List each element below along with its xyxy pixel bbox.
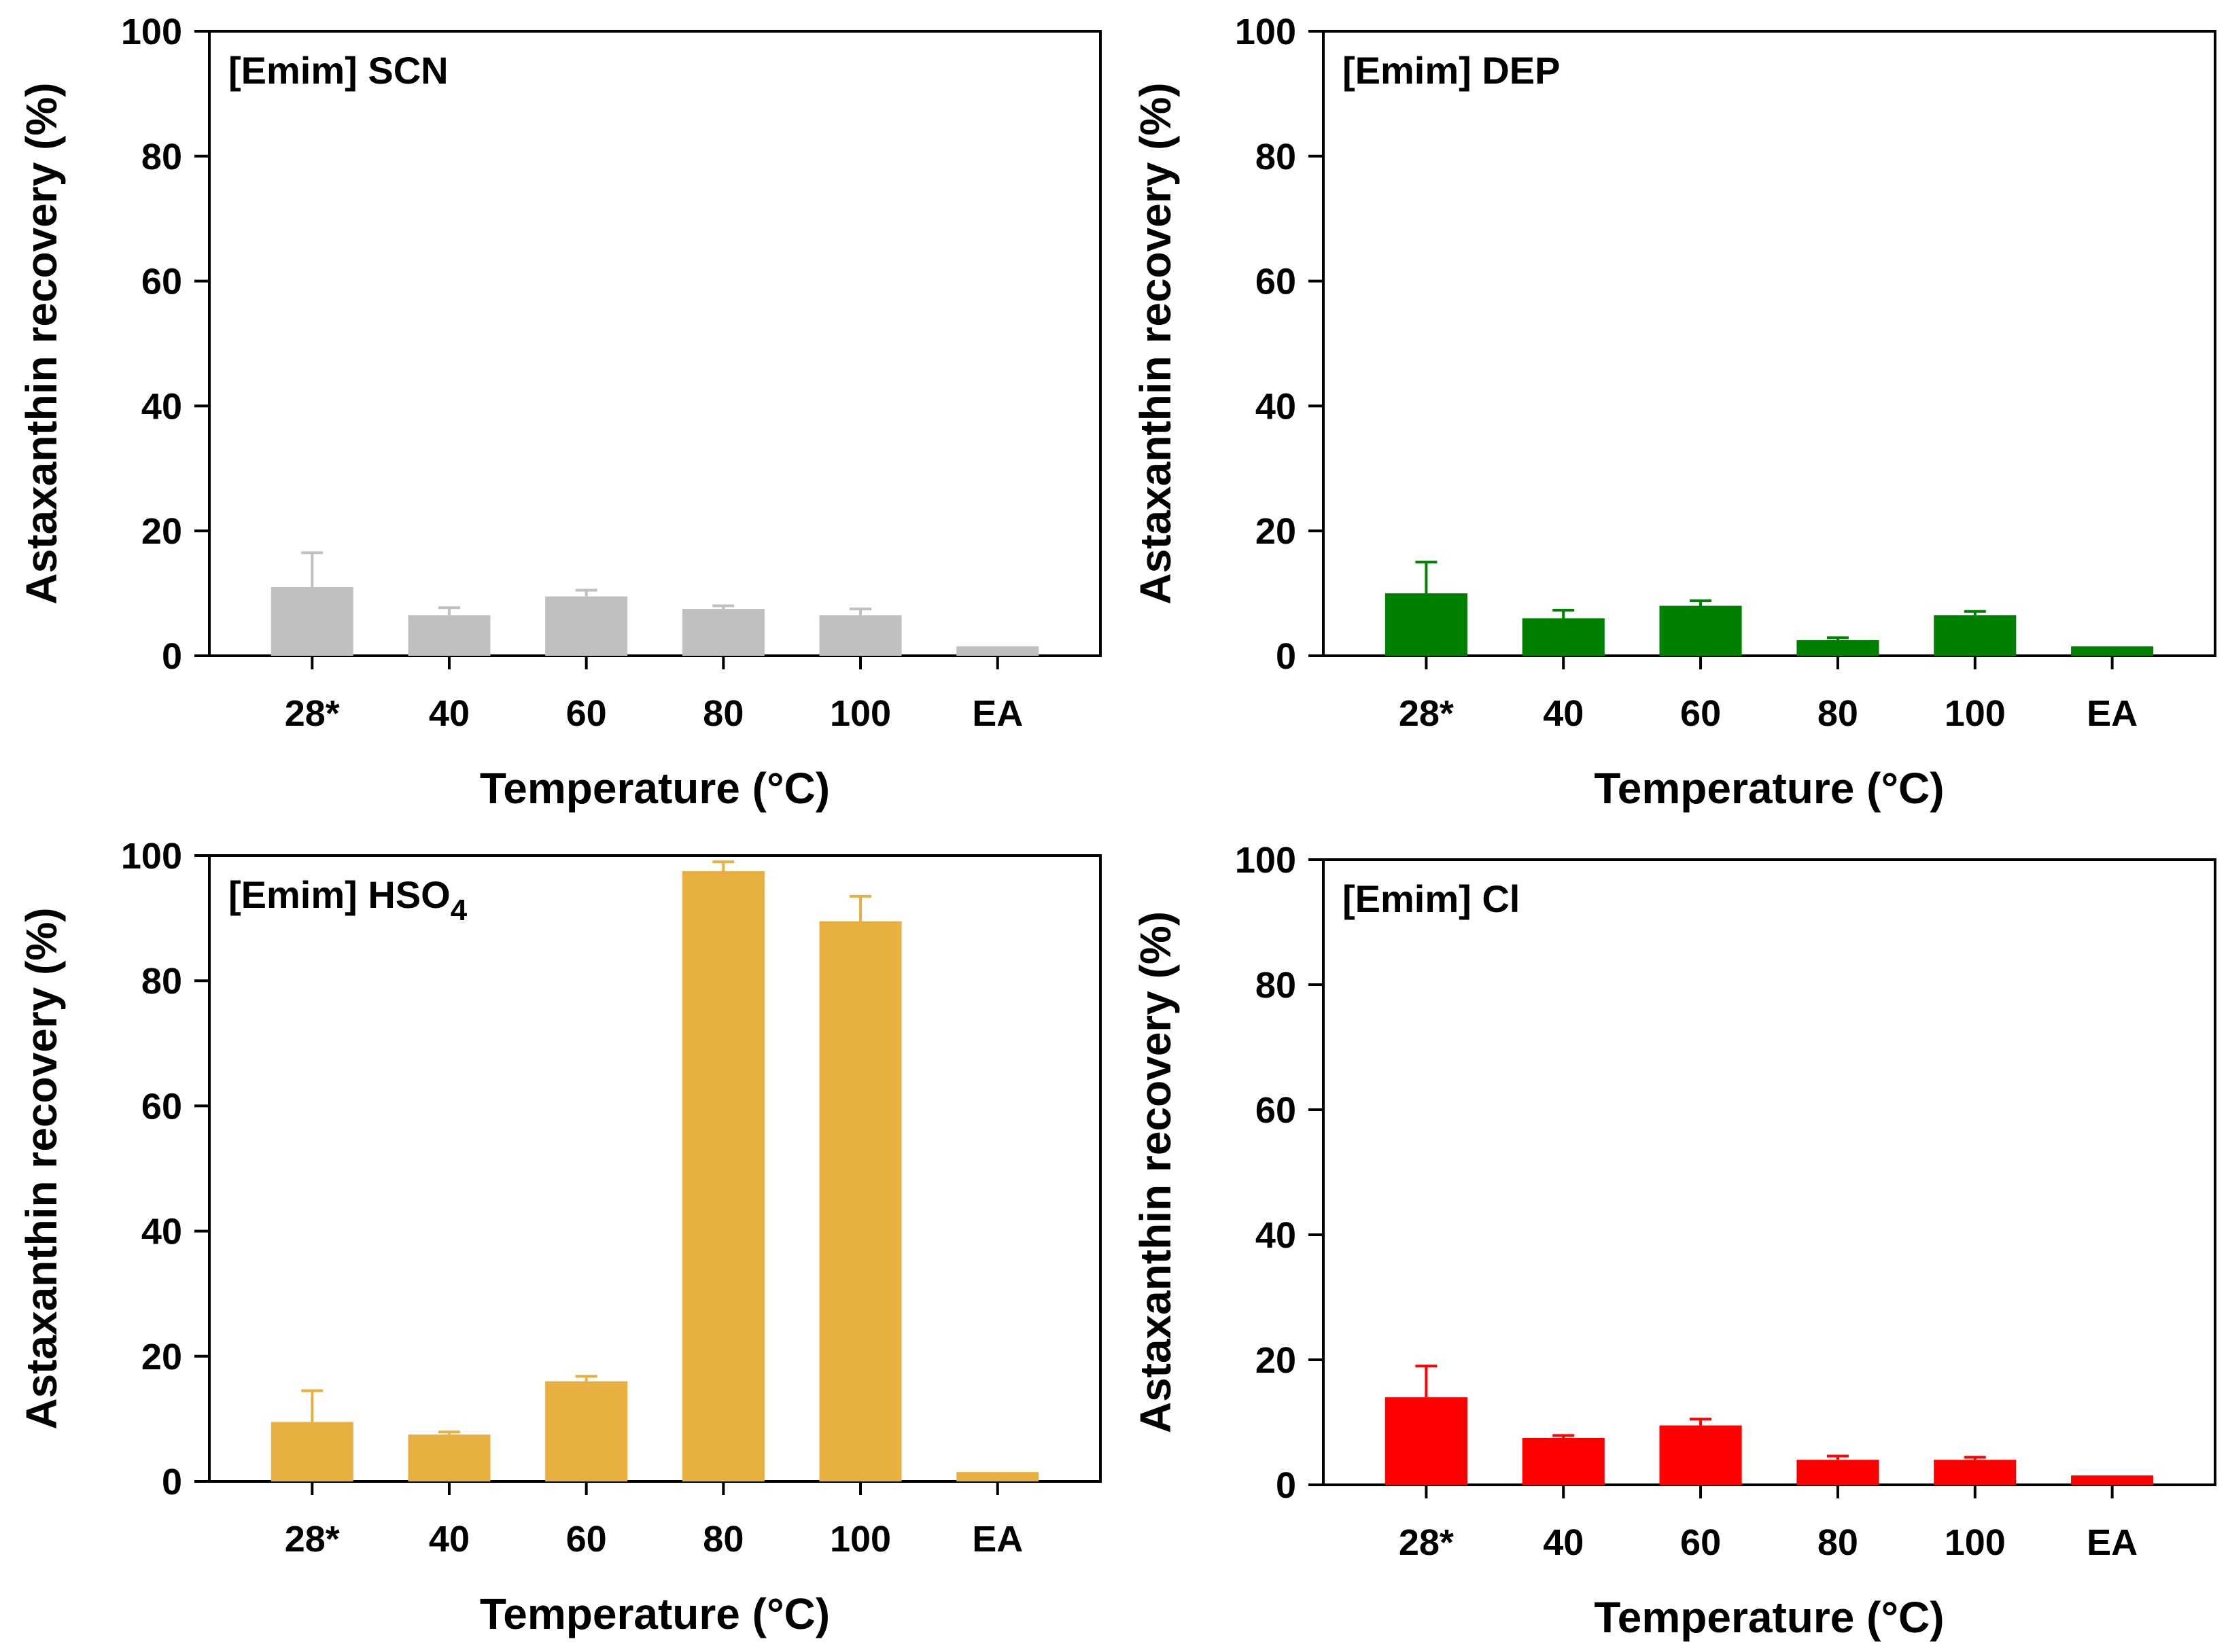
x-tick-label: EA xyxy=(972,1519,1023,1560)
bar-80 xyxy=(682,871,765,1481)
bar-100 xyxy=(819,921,902,1481)
panel-title: [Emim] Cl xyxy=(1342,877,1520,920)
y-tick-label: 100 xyxy=(1235,840,1296,881)
y-axis-title: Astaxanthin recovery (%) xyxy=(17,82,66,604)
y-tick-label: 60 xyxy=(141,262,182,302)
y-tick-label: 20 xyxy=(1255,1340,1296,1381)
x-tick-label: 60 xyxy=(566,1519,607,1560)
y-tick-label: 0 xyxy=(1276,1465,1296,1506)
y-tick-label: 0 xyxy=(162,636,182,677)
bar-28* xyxy=(1385,593,1467,656)
bar-100 xyxy=(1934,615,2017,656)
plot-frame xyxy=(1322,858,2216,1486)
bar-40 xyxy=(1522,618,1605,656)
y-tick-label: 80 xyxy=(1255,965,1296,1006)
y-tick-label: 100 xyxy=(121,12,182,52)
bar-EA xyxy=(2071,646,2154,656)
x-tick-label: 40 xyxy=(1543,1522,1584,1563)
bar-80 xyxy=(1796,640,1879,656)
x-axis-title: Temperature (°C) xyxy=(1594,1593,1944,1642)
bar-40 xyxy=(408,1434,491,1481)
bar-80 xyxy=(682,609,765,656)
x-tick-label: 60 xyxy=(566,693,607,734)
y-tick-label: 100 xyxy=(121,836,182,877)
x-axis-title: Temperature (°C) xyxy=(480,764,830,813)
panel-title-main: [Emim] HSO xyxy=(228,873,451,916)
x-tick-label: 28* xyxy=(285,1519,340,1560)
y-axis-title: Astaxanthin recovery (%) xyxy=(1131,911,1180,1433)
y-tick-label: 80 xyxy=(141,961,182,1002)
bar-40 xyxy=(408,615,491,656)
y-tick-label: 60 xyxy=(141,1086,182,1127)
plot-frame xyxy=(208,30,1102,657)
y-tick-label: 40 xyxy=(141,1212,182,1252)
bar-EA xyxy=(956,1472,1039,1481)
chart-panel-3: 0 20 40 60 80 100 28* 40 60 80 100 EA Temperature (°… xyxy=(17,836,1102,1638)
x-tick-label: 40 xyxy=(429,693,470,734)
panel-title: [Emim] HSO4 xyxy=(228,873,468,927)
x-tick-label: 100 xyxy=(830,1519,891,1560)
x-tick-label: 40 xyxy=(429,1519,470,1560)
bar-40 xyxy=(1522,1438,1605,1485)
x-tick-label: EA xyxy=(972,693,1023,734)
panel-title-main: [Emim] DEP xyxy=(1342,49,1561,92)
x-tick-label: 100 xyxy=(1945,693,2006,734)
y-axis-title: Astaxanthin recovery (%) xyxy=(1131,82,1180,604)
bar-60 xyxy=(1659,605,1742,656)
panel-title: [Emim] DEP xyxy=(1342,49,1561,92)
bar-80 xyxy=(1796,1460,1879,1485)
plot-frame xyxy=(208,854,1102,1483)
x-tick-label: EA xyxy=(2087,1522,2138,1563)
plot-frame xyxy=(1322,30,2216,657)
x-tick-label: 80 xyxy=(703,693,744,734)
x-tick-label: 60 xyxy=(1680,693,1721,734)
chart-panel-1: 0 20 40 60 80 100 28* 40 60 80 100 EA Temperature (°… xyxy=(17,12,1102,813)
y-tick-label: 80 xyxy=(141,137,182,177)
y-tick-label: 40 xyxy=(1255,1215,1296,1256)
y-tick-label: 40 xyxy=(141,386,182,427)
y-tick-label: 60 xyxy=(1255,1090,1296,1131)
x-tick-label: 28* xyxy=(1399,1522,1454,1563)
y-tick-label: 60 xyxy=(1255,262,1296,302)
y-tick-label: 20 xyxy=(1255,511,1296,552)
y-tick-label: 0 xyxy=(1276,636,1296,677)
x-axis-title: Temperature (°C) xyxy=(480,1589,830,1638)
x-tick-label: EA xyxy=(2087,693,2138,734)
x-tick-label: 28* xyxy=(285,693,340,734)
x-axis-title: Temperature (°C) xyxy=(1594,764,1944,813)
x-tick-label: 80 xyxy=(703,1519,744,1560)
bar-60 xyxy=(545,596,628,656)
x-tick-label: 60 xyxy=(1680,1522,1721,1563)
x-tick-label: 100 xyxy=(1945,1522,2006,1563)
y-tick-label: 0 xyxy=(162,1462,182,1502)
bar-EA xyxy=(2071,1475,2154,1485)
y-tick-label: 100 xyxy=(1235,12,1296,52)
panel-title-main: [Emim] SCN xyxy=(228,49,449,92)
y-tick-label: 20 xyxy=(141,511,182,552)
y-tick-label: 20 xyxy=(141,1337,182,1377)
chart-panel-2: 0 20 40 60 80 100 28* 40 60 80 100 EA Temperature (°… xyxy=(1131,12,2216,813)
x-tick-label: 80 xyxy=(1817,693,1858,734)
chart-panel-4: 0 20 40 60 80 100 28* 40 60 80 100 EA Temperature (°… xyxy=(1131,840,2216,1642)
bar-60 xyxy=(1659,1425,1742,1485)
bar-EA xyxy=(956,646,1039,656)
x-tick-label: 80 xyxy=(1817,1522,1858,1563)
panel-title-main: [Emim] Cl xyxy=(1342,877,1520,920)
bar-28* xyxy=(271,586,353,656)
panel-title-subscript: 4 xyxy=(451,894,468,927)
bar-60 xyxy=(545,1381,628,1481)
bar-100 xyxy=(1934,1460,2017,1485)
panel-title: [Emim] SCN xyxy=(228,49,449,92)
bar-28* xyxy=(1385,1397,1467,1485)
y-tick-label: 40 xyxy=(1255,386,1296,427)
bar-28* xyxy=(271,1422,353,1481)
y-axis-title: Astaxanthin recovery (%) xyxy=(17,907,66,1429)
x-tick-label: 40 xyxy=(1543,693,1584,734)
x-tick-label: 100 xyxy=(830,693,891,734)
y-tick-label: 80 xyxy=(1255,137,1296,177)
x-tick-label: 28* xyxy=(1399,693,1454,734)
bar-100 xyxy=(819,615,902,656)
